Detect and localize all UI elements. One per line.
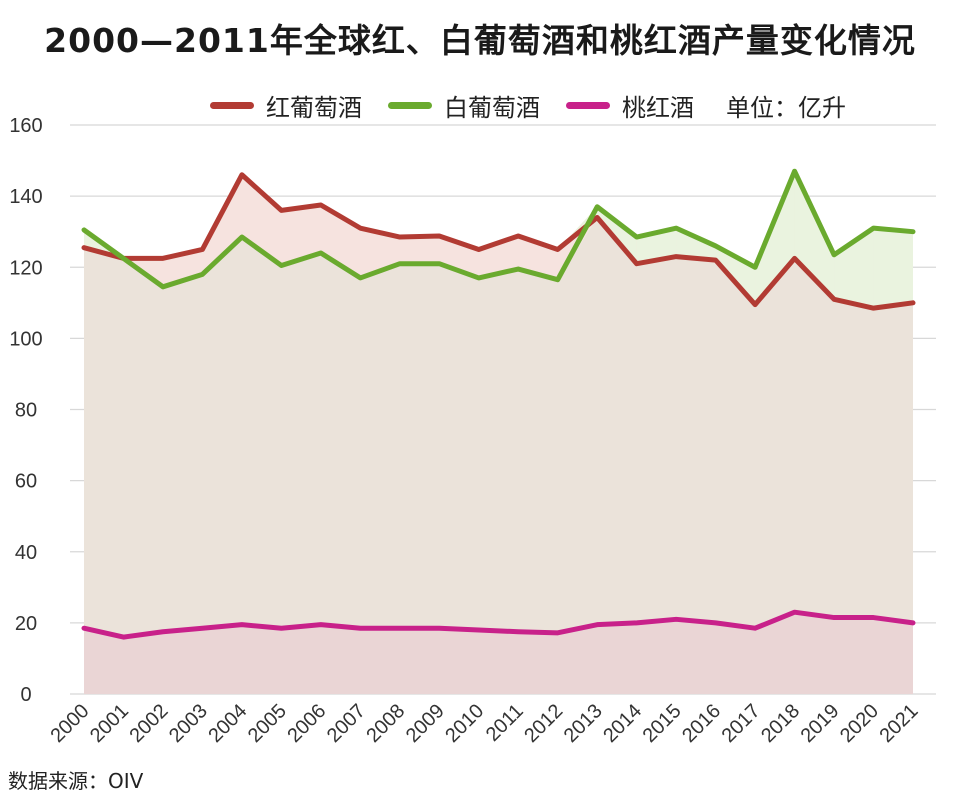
x-tick-label: 2021	[876, 700, 923, 747]
x-tick-label: 2016	[678, 700, 725, 747]
y-axis-ticks: 0 20 40 60 80 100 120 140 160	[9, 115, 42, 706]
x-tick-label: 2019	[797, 700, 844, 747]
x-tick-label: 2001	[86, 700, 133, 747]
x-tick-label: 2010	[441, 700, 488, 747]
legend-swatch-rose-wine	[566, 101, 610, 109]
x-tick-label: 2005	[244, 700, 291, 747]
legend-item-rose-wine: 桃红酒	[566, 88, 694, 123]
y-tick-label: 120	[9, 257, 42, 279]
x-tick-label: 2017	[718, 700, 765, 747]
area-white-above	[834, 228, 874, 309]
x-tick-label: 2014	[599, 700, 646, 747]
legend-swatch-white-wine	[388, 101, 432, 109]
x-tick-label: 2018	[757, 700, 804, 747]
y-tick-label: 100	[9, 328, 42, 350]
data-source: 数据来源：OIV	[8, 769, 144, 793]
series-line-red-wine	[81, 172, 916, 311]
legend-swatch-red-wine	[210, 101, 254, 109]
x-tick-label: 2013	[560, 700, 607, 747]
y-tick-label: 20	[15, 613, 37, 635]
y-tick-label: 60	[15, 471, 37, 493]
area-white-above	[873, 228, 913, 309]
legend: 红葡萄酒 白葡萄酒 桃红酒 单位：亿升	[210, 88, 846, 122]
legend-label-red-wine: 红葡萄酒	[266, 93, 362, 122]
x-tick-label: 2004	[204, 700, 251, 747]
x-tick-label: 2009	[402, 700, 449, 747]
x-tick-label: 2000	[47, 700, 94, 747]
legend-item-red-wine: 红葡萄酒	[210, 88, 362, 123]
x-tick-label: 2015	[639, 700, 686, 747]
x-tick-label: 2012	[520, 700, 567, 747]
x-tick-label: 2006	[283, 700, 330, 747]
y-tick-label: 160	[9, 115, 42, 137]
unit-label: 单位：亿升	[726, 93, 846, 122]
area-white-above	[755, 171, 795, 305]
x-tick-label: 2008	[362, 700, 409, 747]
line-layer	[81, 168, 916, 640]
series-line-rose-wine	[81, 609, 916, 640]
chart-title: 2000—2011年全球红、白葡萄酒和桃红酒产量变化情况	[44, 21, 916, 60]
x-axis-ticks: 2000200120022003200420052006200720082009…	[47, 700, 923, 747]
area-base	[84, 217, 913, 638]
y-tick-label: 80	[15, 400, 37, 422]
series-line-white-wine	[81, 168, 916, 290]
x-tick-label: 2002	[125, 700, 172, 747]
y-tick-label: 140	[9, 186, 42, 208]
area-white-above	[676, 228, 716, 261]
legend-label-rose-wine: 桃红酒	[622, 93, 694, 122]
area-layer	[84, 171, 913, 694]
legend-label-white-wine: 白葡萄酒	[444, 93, 540, 122]
x-tick-label: 2003	[165, 700, 212, 747]
x-tick-label: 2020	[836, 700, 883, 747]
y-tick-label: 40	[15, 542, 37, 564]
x-tick-label: 2007	[323, 700, 370, 747]
y-tick-label: 0	[20, 684, 31, 706]
x-tick-label: 2011	[482, 700, 528, 746]
area-rose	[84, 612, 913, 694]
legend-item-white-wine: 白葡萄酒	[388, 88, 540, 123]
